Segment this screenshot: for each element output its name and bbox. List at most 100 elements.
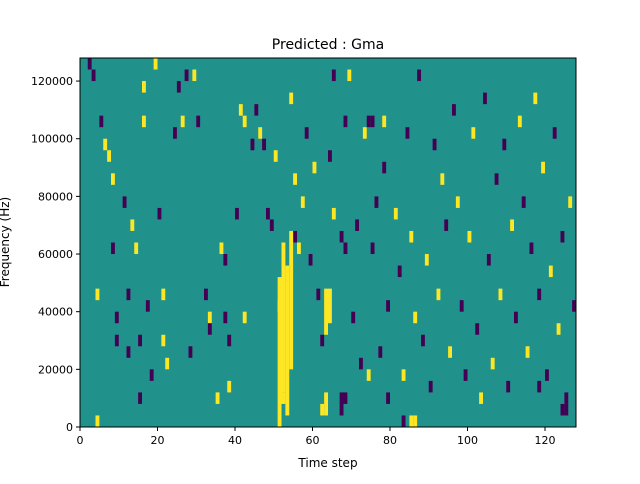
- heatmap-cell: [401, 415, 406, 427]
- y-tick-label: 0: [66, 421, 73, 434]
- heatmap-cell: [409, 230, 414, 243]
- heatmap-cell: [312, 161, 317, 174]
- heatmap-cell: [564, 392, 569, 404]
- heatmap-cell: [297, 242, 301, 255]
- heatmap-cell: [165, 357, 170, 370]
- x-tick-label: 100: [457, 434, 478, 447]
- heatmap-cell: [149, 369, 154, 381]
- heatmap-cell: [111, 242, 115, 255]
- heatmap-cell: [471, 127, 476, 139]
- plot-frame: [79, 57, 577, 428]
- heatmap-cell: [374, 196, 379, 208]
- heatmap-cell: [320, 403, 325, 416]
- heatmap-cell: [568, 196, 573, 208]
- heatmap-cell: [223, 311, 228, 324]
- heatmap-cell: [529, 242, 534, 255]
- heatmap-cell: [207, 311, 212, 324]
- heatmap-cell: [448, 346, 453, 358]
- heatmap-cell: [223, 254, 228, 266]
- heatmap-cell: [537, 380, 542, 393]
- heatmap-cell: [366, 115, 371, 128]
- heatmap-cell: [192, 69, 197, 82]
- heatmap-cell: [161, 288, 166, 301]
- heatmap-cell: [289, 230, 294, 370]
- heatmap-cell: [250, 138, 255, 151]
- heatmap-cell: [188, 346, 193, 358]
- heatmap-cell: [91, 69, 96, 82]
- heatmap-cell: [498, 288, 503, 301]
- heatmap-cell: [87, 58, 92, 70]
- heatmap-cell: [514, 311, 518, 324]
- y-tick-label: 120000: [31, 75, 73, 88]
- heatmap-cell: [285, 265, 290, 416]
- heatmap-cell: [114, 311, 119, 324]
- heatmap-cell: [382, 161, 387, 174]
- heatmap-cell: [204, 288, 208, 301]
- heatmap-cell: [95, 415, 100, 427]
- heatmap-cell: [413, 311, 418, 324]
- heatmap-cell: [262, 138, 267, 151]
- heatmap-cell: [502, 138, 507, 151]
- heatmap-cell: [359, 357, 363, 370]
- heatmap-cell: [281, 392, 286, 404]
- heatmap-cell: [316, 288, 321, 301]
- heatmap-cell: [401, 369, 406, 381]
- heatmap-cell: [463, 369, 468, 381]
- y-tick-label: 20000: [38, 363, 73, 376]
- heatmap-cell: [324, 288, 329, 335]
- heatmap-cell: [545, 369, 549, 381]
- heatmap-cell: [370, 115, 375, 128]
- heatmap-cell: [111, 173, 115, 185]
- heatmap-cell: [362, 127, 367, 139]
- heatmap-cell: [533, 92, 538, 105]
- heatmap-cell: [173, 127, 177, 139]
- heatmap-cell: [227, 334, 232, 347]
- heatmap-cell: [103, 138, 108, 151]
- heatmap-cell: [293, 230, 298, 243]
- heatmap-cell: [525, 346, 530, 358]
- heatmap-cell: [157, 207, 162, 220]
- heatmap-cell: [444, 219, 449, 231]
- heatmap-cell: [510, 219, 515, 231]
- heatmap-cell: [207, 323, 212, 335]
- heatmap-cell: [145, 300, 150, 312]
- x-tick-label: 0: [77, 434, 84, 447]
- heatmap-cell: [114, 334, 119, 347]
- heatmap-cell: [339, 230, 344, 243]
- heatmap-cell: [382, 115, 387, 128]
- heatmap-cell: [421, 334, 425, 347]
- heatmap-cell: [215, 392, 220, 404]
- x-tick-label: 60: [306, 434, 320, 447]
- heatmap-cell: [483, 92, 487, 105]
- heatmap-cell: [560, 403, 565, 416]
- heatmap-cell: [386, 300, 391, 312]
- heatmap-cell: [537, 288, 542, 301]
- heatmap-cell: [490, 357, 495, 370]
- heatmap-cell: [378, 346, 383, 358]
- heatmap-cell: [99, 115, 104, 128]
- heatmap-cell: [393, 207, 398, 220]
- y-tick-label: 80000: [38, 190, 73, 203]
- heatmap-cell: [328, 150, 332, 162]
- heatmap-cells: [87, 58, 577, 427]
- heatmap-cell: [134, 242, 139, 255]
- x-axis-label: Time step: [297, 456, 357, 470]
- heatmap-cell: [281, 242, 286, 393]
- heatmap-cell: [548, 265, 553, 278]
- heatmap-cell: [440, 173, 445, 185]
- x-tick-label: 80: [383, 434, 397, 447]
- heatmap-cell: [355, 219, 360, 231]
- heatmap-cell: [436, 288, 441, 301]
- heatmap-cell: [258, 127, 263, 139]
- heatmap-cell: [331, 69, 336, 82]
- heatmap-cell: [266, 207, 270, 220]
- heatmap-cell: [347, 69, 352, 82]
- heatmap-cell: [184, 69, 189, 82]
- heatmap-cell: [413, 415, 418, 427]
- heatmap-cell: [409, 415, 414, 427]
- heatmap-cell: [254, 104, 259, 116]
- heatmap-cell: [366, 369, 371, 381]
- heatmap-cell: [564, 403, 569, 416]
- heatmap-cell: [269, 219, 274, 231]
